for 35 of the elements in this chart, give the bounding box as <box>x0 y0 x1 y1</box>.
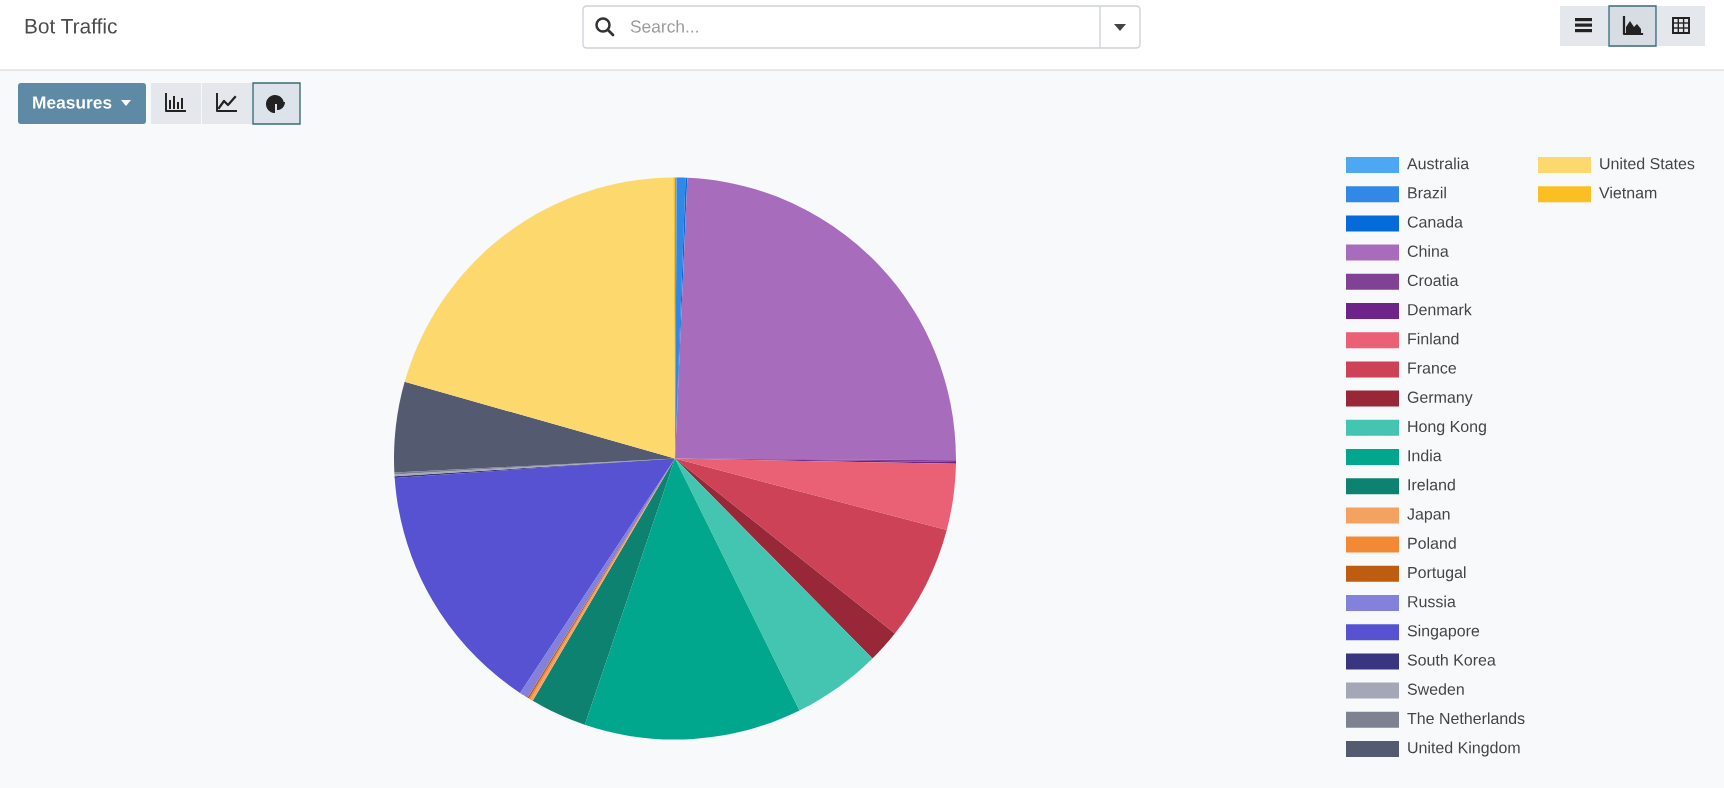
legend-label: India <box>1408 449 1442 462</box>
pie-slice <box>394 458 675 693</box>
legend-label: United Kingdom <box>1408 741 1520 757</box>
legend-label: Brazil <box>1408 186 1446 199</box>
legend-label: Germany <box>1407 391 1473 407</box>
legend-label: France <box>1408 362 1456 374</box>
pie-slice <box>675 458 895 659</box>
legend-label: Finland <box>1408 332 1459 345</box>
legend-label: Japan <box>1407 508 1450 523</box>
legend-label: Canada <box>1407 215 1463 228</box>
legend-label: Sweden <box>1407 683 1464 695</box>
legend-label: Croatia <box>1407 274 1459 287</box>
legend-label: Ireland <box>1408 478 1455 491</box>
pie-slice <box>675 458 873 711</box>
legend-label: China <box>1407 245 1449 257</box>
legend-label: Australia <box>1407 157 1470 170</box>
legend-label: Denmark <box>1408 303 1472 316</box>
legend-label: South Korea <box>1407 653 1496 666</box>
legend-label: Vietnam <box>1599 186 1657 199</box>
pie-slice <box>584 458 800 740</box>
legend-label: Russia <box>1408 595 1456 608</box>
pie-slice <box>675 458 947 634</box>
text: Measures <box>33 96 112 109</box>
legend-label: Hong Kong <box>1408 420 1486 436</box>
legend-label: Singapore <box>1407 624 1480 640</box>
text: Bot Traffic <box>25 18 117 34</box>
legend-label: The Netherlands <box>1407 712 1525 725</box>
text: Search... <box>630 19 698 33</box>
pie-slice <box>675 458 956 531</box>
legend-label: Poland <box>1408 537 1456 549</box>
legend-label: Portugal <box>1408 566 1466 582</box>
pie-slice <box>394 381 675 473</box>
legend-label: United States <box>1600 157 1695 170</box>
pie-slice <box>404 177 675 459</box>
pie-slice <box>675 177 956 461</box>
